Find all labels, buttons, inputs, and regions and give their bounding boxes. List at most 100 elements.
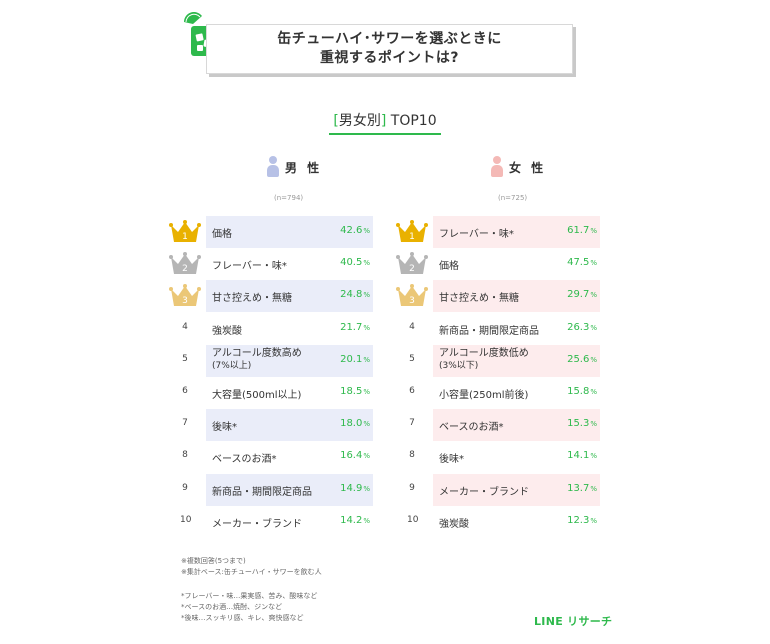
percentage-unit: % — [363, 259, 370, 268]
male-sample-size: (n=794) — [274, 194, 304, 202]
percentage-value: 20.1 — [340, 353, 363, 365]
male-label: 男 性 — [285, 160, 323, 175]
ranking-row: 2 フレーバー・味* 40.5% — [160, 248, 400, 280]
item-text: ベースのお酒* — [439, 422, 504, 434]
female-header: 女 性 — [491, 156, 546, 178]
percentage-unit: % — [363, 388, 370, 396]
percentage-unit: % — [590, 420, 597, 429]
subtitle-wrap: [男女別] TOP10 — [0, 110, 770, 135]
item-text: 新商品・期間限定商品 — [439, 325, 539, 337]
rank-number: 6 — [182, 386, 188, 396]
ranking-row: 7 ベースのお酒* 15.3% — [387, 409, 627, 442]
item-text: 後味* — [212, 422, 237, 434]
percentage: 15.8% — [567, 386, 597, 397]
note-aftertaste: *後味…スッキリ感、キレ、爽快感など — [181, 614, 304, 622]
ranking-row: 1 価格 42.6% — [160, 216, 400, 248]
percentage: 13.7% — [567, 483, 597, 494]
item-text: 新商品・期間限定商品 — [212, 486, 312, 498]
percentage-value: 47.5 — [567, 257, 590, 269]
rank-number: 4 — [409, 321, 415, 332]
notes-definitions: *フレーバー・味…果実感、苦み、酸味など *ベースのお酒…焼酎、ジンなど *後味… — [181, 591, 317, 624]
percentage-value: 14.2 — [340, 514, 363, 526]
percentage: 18.0% — [340, 418, 370, 429]
item-label: 強炭酸 — [212, 322, 242, 337]
title-line-2: 重視するポイントは? — [319, 50, 460, 66]
row-background — [206, 280, 373, 313]
percentage-unit: % — [363, 227, 370, 235]
crown-icon: 1 — [169, 220, 201, 242]
rank-number: 9 — [409, 482, 415, 493]
percentage-value: 15.8 — [567, 386, 590, 397]
item-label: フレーバー・味* — [212, 257, 287, 272]
percentage: 20.1% — [340, 354, 370, 365]
ranking-row: 4 強炭酸 21.7% — [160, 313, 400, 345]
row-background — [433, 473, 600, 506]
item-text: 小容量(250ml前後) — [439, 390, 529, 401]
item-label: 強炭酸 — [439, 515, 469, 530]
percentage-unit: % — [590, 516, 597, 525]
percentage-value: 21.7 — [340, 321, 363, 333]
percentage-unit: % — [363, 323, 370, 332]
svg-text:2: 2 — [182, 264, 188, 274]
rank-number: 10 — [407, 514, 419, 525]
percentage: 18.5% — [340, 386, 370, 397]
percentage-unit: % — [590, 259, 597, 268]
percentage-unit: % — [590, 452, 597, 461]
percentage-value: 24.8 — [340, 289, 363, 301]
percentage-value: 16.4 — [340, 450, 363, 462]
ranking-row: 10 強炭酸 12.3% — [387, 506, 627, 538]
item-label: ベースのお酒* — [439, 418, 504, 433]
item-text: アルコール度数高め — [212, 347, 302, 359]
item-label: 新商品・期間限定商品 — [212, 483, 312, 498]
item-label: メーカー・ブランド — [212, 515, 302, 530]
percentage-unit: % — [590, 291, 597, 300]
row-background — [206, 216, 373, 248]
percentage: 61.7% — [567, 225, 597, 236]
subtitle-bracket-close: ] — [380, 113, 387, 129]
ranking-row: 1 フレーバー・味* 61.7% — [387, 216, 627, 248]
ranking-row: 6 小容量(250ml前後) 15.8% — [387, 377, 627, 409]
item-label: 後味* — [212, 418, 237, 433]
row-background — [433, 280, 600, 313]
female-label: 女 性 — [509, 160, 547, 175]
item-subtext: (7%以上) — [212, 360, 252, 371]
percentage-unit: % — [363, 420, 370, 429]
line-research-logo: LINE リサーチ — [534, 615, 613, 628]
percentage: 14.2% — [340, 515, 370, 526]
item-label: 甘さ控えめ・無糖 — [212, 289, 292, 304]
item-text: 強炭酸 — [212, 325, 242, 337]
percentage: 40.5% — [340, 257, 370, 268]
svg-text:3: 3 — [182, 296, 188, 306]
female-sample-size: (n=725) — [498, 194, 528, 202]
ranking-row: 6 大容量(500ml以上) 18.5% — [160, 377, 400, 409]
item-text: 強炭酸 — [439, 518, 469, 530]
row-background — [206, 409, 373, 442]
percentage-value: 40.5 — [340, 257, 363, 269]
ranking-row: 5 アルコール度数低め (3%以下) 25.6% — [387, 344, 627, 377]
notes-survey: ※複数回答(5つまで) ※集計ベース:缶チューハイ・サワーを飲む人 — [181, 556, 322, 578]
item-text: ベースのお酒* — [212, 454, 277, 466]
percentage-value: 61.7 — [567, 225, 590, 236]
rank-number: 5 — [409, 353, 415, 364]
svg-text:1: 1 — [182, 232, 188, 242]
item-text: 甘さ控えめ・無糖 — [212, 293, 292, 305]
item-label: アルコール度数高め (7%以上) — [212, 347, 302, 373]
row-background — [206, 344, 373, 377]
svg-text:3: 3 — [409, 296, 415, 306]
row-background — [433, 344, 600, 377]
item-label: 小容量(250ml前後) — [439, 386, 528, 401]
female-person-icon — [491, 156, 503, 178]
rank-number: 8 — [409, 450, 415, 461]
male-header: 男 性 — [267, 156, 322, 178]
item-text: 後味* — [439, 454, 464, 466]
ranking-row: 10 メーカー・ブランド 14.2% — [160, 506, 400, 538]
percentage-value: 14.9 — [340, 482, 363, 494]
ranking-row: 2 価格 47.5% — [387, 248, 627, 280]
percentage: 42.6% — [340, 225, 370, 236]
rank-number: 6 — [409, 386, 415, 396]
item-subtext: (3%以下) — [439, 360, 479, 371]
item-label: 甘さ控えめ・無糖 — [439, 289, 519, 304]
percentage-unit: % — [590, 323, 597, 332]
rank-number: 7 — [182, 418, 188, 429]
ranking-row: 3 甘さ控えめ・無糖 24.8% — [160, 280, 400, 313]
